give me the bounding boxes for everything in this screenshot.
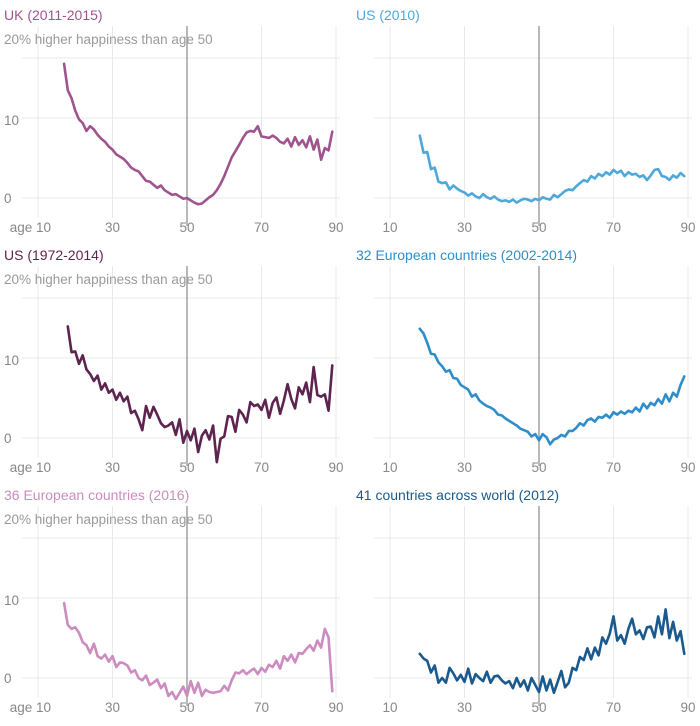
chart-panel: UK (2011-2015) 20% higher happiness than …: [4, 7, 344, 235]
x-tick-label: 70: [254, 700, 269, 715]
series-line: [62, 62, 334, 206]
x-tick-label: age 10: [10, 700, 51, 715]
x-tick-label: 30: [457, 220, 472, 235]
x-tick-label: 70: [254, 460, 269, 475]
chart-title: 36 European countries (2016): [4, 487, 189, 503]
series-line: [66, 325, 334, 464]
x-tick-label: 90: [680, 460, 695, 475]
chart-panel: 32 European countries (2002-2014) 10 30 50 7…: [356, 247, 696, 475]
series-line: [418, 608, 686, 695]
x-tick-label: age 10: [10, 220, 51, 235]
x-tick-label: 90: [680, 700, 695, 715]
x-tick-label: 10: [382, 700, 397, 715]
y-tick-label: 0: [4, 191, 12, 206]
x-tick-label: 10: [382, 220, 397, 235]
chart-panel: 41 countries across world (2012) 10 30 50 70…: [356, 487, 696, 715]
x-tick-label: 50: [531, 220, 546, 235]
series-line: [418, 327, 686, 446]
x-tick-label: 50: [179, 220, 194, 235]
x-tick-label: 90: [680, 220, 695, 235]
x-tick-label: 30: [105, 700, 120, 715]
x-tick-label: 50: [531, 700, 546, 715]
x-tick-label: 90: [328, 220, 343, 235]
series-line: [62, 601, 334, 701]
chart-panel: 36 European countries (2016) 20% higher h…: [4, 487, 344, 715]
chart-panel: US (2010) 10 30 50 70 90: [356, 7, 696, 235]
x-tick-label: 30: [457, 460, 472, 475]
chart-title: 32 European countries (2002-2014): [356, 247, 577, 263]
x-tick-label: 70: [606, 460, 621, 475]
x-tick-label: 70: [606, 700, 621, 715]
chart-title: UK (2011-2015): [4, 7, 103, 23]
y-tick-label: 0: [4, 431, 12, 446]
chart-title: 41 countries across world (2012): [356, 487, 559, 503]
x-tick-label: 70: [606, 220, 621, 235]
x-tick-label: 90: [328, 700, 343, 715]
x-tick-label: 50: [531, 460, 546, 475]
chart-panel: US (1972-2014) 20% higher happiness than …: [4, 247, 344, 475]
y-tick-label: 0: [4, 671, 12, 686]
chart-subtitle: 20% higher happiness than age 50: [4, 32, 213, 47]
x-tick-label: 50: [179, 460, 194, 475]
x-tick-label: 30: [105, 220, 120, 235]
x-tick-label: age 10: [10, 460, 51, 475]
x-tick-label: 10: [382, 460, 397, 475]
chart-subtitle: 20% higher happiness than age 50: [4, 272, 213, 287]
x-tick-label: 30: [105, 460, 120, 475]
y-tick-label: 10: [4, 593, 19, 608]
x-tick-label: 90: [328, 460, 343, 475]
x-tick-label: 70: [254, 220, 269, 235]
chart-subtitle: 20% higher happiness than age 50: [4, 512, 213, 527]
x-tick-label: 50: [179, 700, 194, 715]
x-tick-label: 30: [457, 700, 472, 715]
series-line: [418, 134, 686, 204]
y-tick-label: 10: [4, 353, 19, 368]
chart-title: US (1972-2014): [4, 247, 104, 263]
chart-title: US (2010): [356, 7, 420, 23]
y-tick-label: 10: [4, 113, 19, 128]
